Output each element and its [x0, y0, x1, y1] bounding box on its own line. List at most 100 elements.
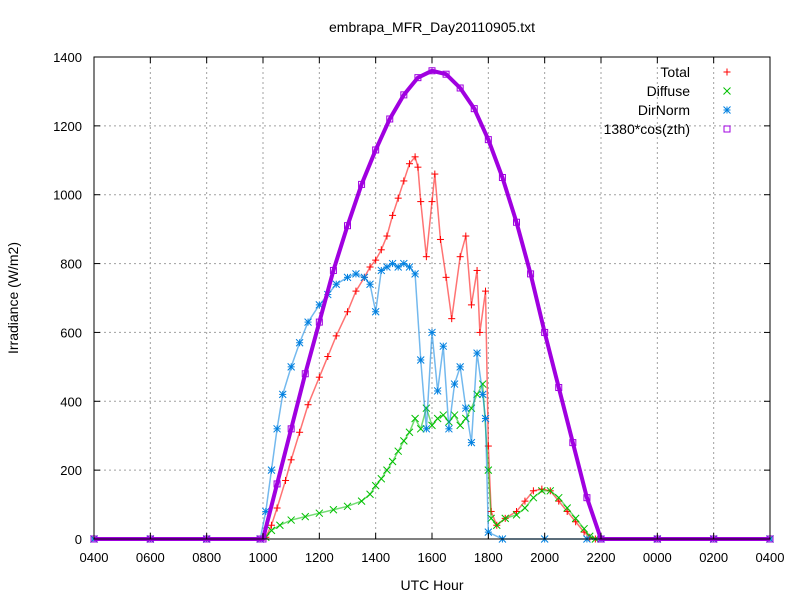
data-point	[439, 342, 448, 351]
data-point	[442, 70, 450, 78]
data-point	[456, 363, 465, 371]
data-point	[456, 84, 464, 92]
data-point	[416, 424, 425, 433]
x-tick-label: 2000	[530, 550, 559, 565]
data-point	[467, 301, 475, 309]
data-point	[498, 174, 506, 181]
data-point	[428, 421, 436, 430]
data-point	[267, 526, 276, 535]
x-tick-label: 1400	[361, 550, 390, 565]
data-point	[476, 328, 484, 336]
data-point	[456, 253, 464, 261]
data-point	[332, 280, 341, 289]
x-tick-label: 0200	[699, 550, 728, 565]
data-point	[315, 318, 323, 326]
data-point	[411, 414, 419, 423]
data-point	[422, 424, 431, 433]
chart-title: embrapa_MFR_Day20110905.txt	[329, 19, 535, 35]
data-point	[389, 211, 397, 219]
y-tick-label: 800	[60, 257, 82, 272]
data-point	[431, 170, 439, 178]
data-point	[414, 163, 422, 171]
legend-marker	[723, 125, 731, 133]
data-point	[273, 480, 281, 488]
data-point	[416, 356, 425, 364]
data-point	[383, 232, 391, 240]
data-point	[521, 497, 529, 505]
y-tick-label: 1200	[53, 119, 82, 134]
data-point	[439, 411, 448, 419]
data-point	[304, 318, 312, 326]
data-point	[377, 246, 385, 254]
data-layer	[90, 67, 774, 543]
data-point	[296, 428, 304, 436]
data-point	[324, 353, 332, 361]
data-point	[287, 516, 296, 524]
data-point	[436, 235, 444, 243]
x-tick-label: 1800	[474, 550, 503, 565]
data-point	[273, 504, 281, 512]
y-tick-label: 1000	[53, 188, 82, 203]
data-point	[388, 457, 397, 466]
data-point	[428, 198, 436, 206]
data-point	[315, 373, 323, 381]
data-point	[352, 270, 360, 278]
data-point	[501, 514, 510, 523]
data-point	[366, 263, 374, 271]
data-point	[282, 476, 290, 484]
data-point	[372, 146, 380, 154]
data-point	[461, 404, 470, 413]
data-point	[400, 177, 408, 185]
data-point	[462, 232, 470, 240]
data-point	[521, 504, 529, 512]
series-line	[94, 381, 770, 540]
y-tick-label: 0	[75, 532, 82, 547]
x-tick-label: 1600	[418, 550, 447, 565]
ticks: 0400 0600 0800 1000 1200 1400 1600 1800 2000 2200…	[53, 50, 784, 565]
data-point	[394, 194, 402, 202]
data-point	[267, 466, 276, 474]
data-point	[344, 308, 351, 316]
series-2	[90, 259, 774, 543]
data-point	[478, 390, 487, 399]
y-tick-label: 600	[60, 325, 82, 340]
legend-label: 1380*cos(zth)	[604, 121, 690, 137]
data-point	[371, 307, 380, 316]
data-point	[513, 218, 520, 226]
data-point	[343, 273, 352, 282]
x-axis-label: UTC Hour	[400, 577, 463, 593]
data-point	[467, 438, 476, 447]
data-point	[352, 287, 360, 295]
data-point	[357, 497, 366, 505]
legend-marker	[723, 68, 731, 76]
data-point	[450, 380, 459, 388]
data-point	[400, 91, 408, 99]
x-tick-label: 0400	[756, 550, 785, 565]
data-point	[304, 401, 312, 409]
data-point	[569, 439, 577, 447]
data-point	[571, 514, 580, 523]
data-point	[428, 67, 436, 75]
data-point	[512, 511, 521, 519]
data-point	[456, 421, 465, 430]
data-point	[344, 222, 351, 230]
data-point	[537, 486, 546, 495]
data-point	[267, 521, 275, 529]
y-tick-label: 400	[60, 394, 82, 409]
data-point	[371, 481, 380, 490]
data-point	[529, 493, 538, 502]
data-point	[386, 115, 394, 123]
data-point	[481, 414, 490, 423]
data-point	[428, 328, 436, 337]
data-point	[580, 524, 588, 533]
data-point	[358, 180, 366, 188]
data-point	[372, 256, 380, 264]
data-point	[287, 456, 295, 464]
data-point	[399, 437, 408, 445]
y-tick-label: 200	[60, 463, 82, 478]
data-point	[287, 425, 295, 433]
data-point	[273, 424, 281, 433]
data-point	[492, 521, 501, 530]
data-point	[482, 287, 490, 295]
